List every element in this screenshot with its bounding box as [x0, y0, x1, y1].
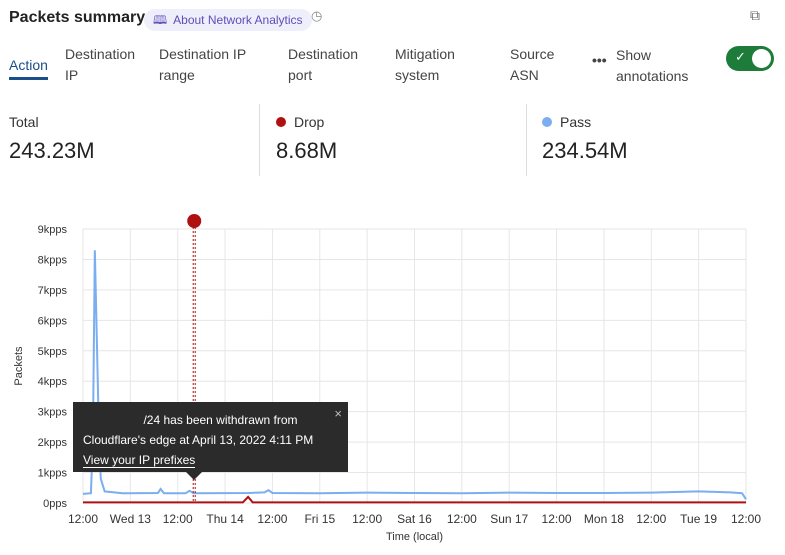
x-tick-label: 12:00: [68, 512, 98, 526]
tab-action[interactable]: Action: [9, 55, 48, 80]
x-tick-label: Fri 15: [304, 512, 335, 526]
about-label: About Network Analytics: [173, 13, 303, 27]
x-tick-label: 12:00: [731, 512, 761, 526]
x-tick-label: Tue 19: [680, 512, 717, 526]
stat-total: Total 243.23M: [9, 114, 95, 164]
y-tick-label: 0pps: [43, 498, 67, 510]
drop-legend-dot: [276, 117, 286, 127]
clock-icon[interactable]: ◷: [311, 8, 323, 23]
y-tick-label: 4kpps: [38, 376, 68, 388]
stat-label: Drop: [294, 114, 325, 130]
x-tick-label: Thu 14: [206, 512, 244, 526]
view-ip-prefixes-link[interactable]: View your IP prefixes: [83, 453, 196, 468]
stat-value: 234.54M: [542, 138, 628, 163]
tab-mitigation-system[interactable]: Mitigation system: [395, 46, 455, 83]
stat-drop[interactable]: Drop 8.68M: [276, 114, 337, 164]
show-annotations-toggle[interactable]: ✓: [726, 46, 774, 71]
stat-value: 243.23M: [9, 138, 95, 163]
x-tick-label: 12:00: [542, 512, 572, 526]
y-tick-label: 2kpps: [38, 437, 68, 449]
y-tick-label: 3kpps: [38, 407, 68, 419]
y-tick-label: 8kpps: [38, 254, 68, 266]
tooltip-line1: /24 has been withdrawn from: [143, 413, 298, 427]
tab-source-asn[interactable]: Source ASN: [510, 46, 555, 83]
page-title: Packets summary: [9, 9, 146, 26]
y-tick-label: 5kpps: [38, 346, 68, 358]
y-tick-label: 1kpps: [38, 468, 68, 480]
stat-label: Total: [9, 114, 39, 130]
book-icon: 🕮: [153, 13, 168, 27]
y-tick-label: 7kpps: [38, 285, 68, 297]
pass-legend-dot: [542, 117, 552, 127]
x-tick-label: Mon 18: [584, 512, 624, 526]
copy-icon[interactable]: ⧉: [750, 7, 760, 23]
annotation-marker[interactable]: [187, 214, 202, 228]
x-tick-label: Wed 13: [110, 512, 151, 526]
y-axis-label: Packets: [13, 346, 25, 386]
more-tabs-button[interactable]: •••: [592, 52, 607, 68]
stat-pass[interactable]: Pass 234.54M: [542, 114, 628, 164]
close-icon[interactable]: ×: [334, 406, 342, 421]
x-tick-label: Sun 17: [490, 512, 528, 526]
y-tick-label: 6kpps: [38, 315, 68, 327]
packets-chart: 0pps 1kpps 2kpps 3kpps 4kpps 5kpps 6kpps 7kpps 8…: [13, 214, 761, 543]
series-line-drop: [83, 495, 746, 504]
annotation-tooltip: /24 has been withdrawn from Cloudflare's…: [73, 402, 348, 480]
show-annotations-label: Show annotations: [616, 47, 689, 84]
x-tick-label: 12:00: [257, 512, 287, 526]
y-tick-label: 9kpps: [38, 224, 68, 236]
stat-label: Pass: [560, 114, 592, 130]
x-tick-label: 12:00: [163, 512, 193, 526]
x-tick-label: 12:00: [447, 512, 477, 526]
tab-destination-ip-range[interactable]: Destination IP range: [159, 46, 246, 83]
about-network-analytics-button[interactable]: 🕮 About Network Analytics: [144, 9, 312, 31]
x-tick-label: Sat 16: [397, 512, 432, 526]
x-tick-label: 12:00: [636, 512, 666, 526]
x-axis-label: Time (local): [386, 531, 443, 543]
x-tick-label: 12:00: [352, 512, 382, 526]
tab-destination-port[interactable]: Destination port: [288, 46, 359, 83]
check-icon: ✓: [735, 49, 746, 64]
stat-value: 8.68M: [276, 138, 338, 163]
tooltip-line2: Cloudflare's edge at April 13, 2022 4:11…: [83, 433, 314, 447]
tab-destination-ip[interactable]: Destination IP: [65, 46, 136, 83]
